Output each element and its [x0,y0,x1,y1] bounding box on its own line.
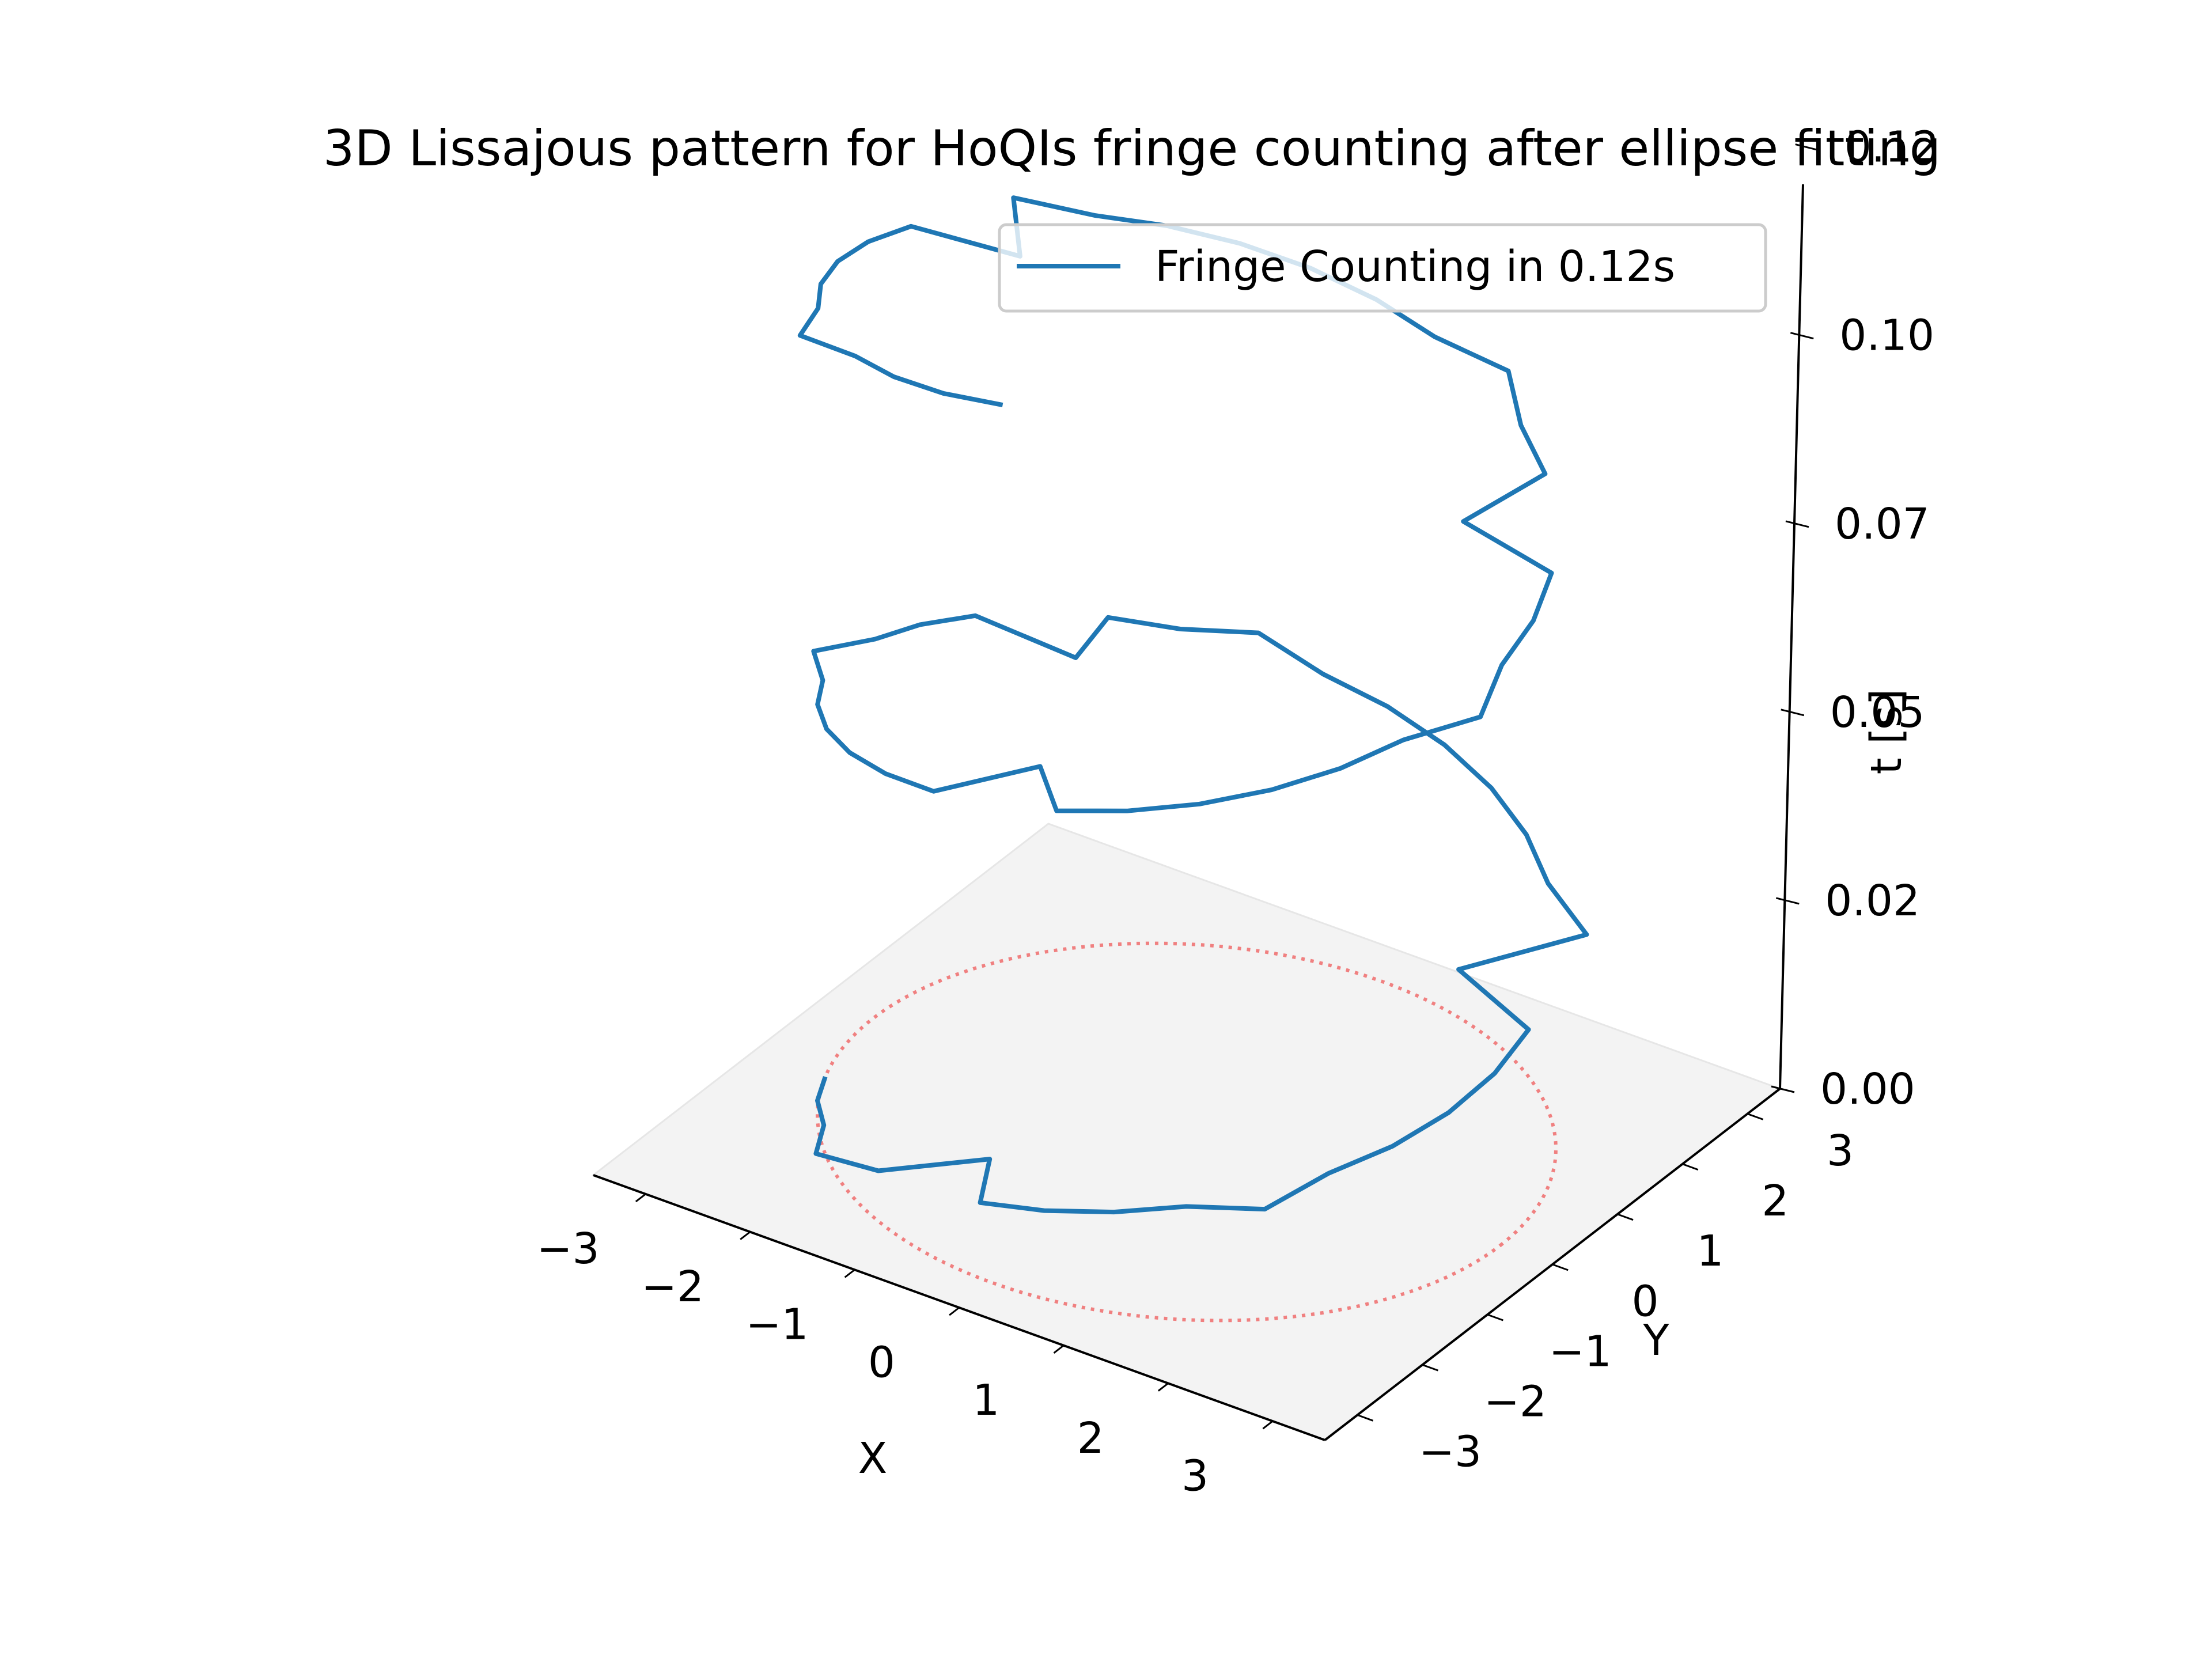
z-tick-mark [1790,332,1814,340]
axes-group [593,143,1819,1441]
x-tick-mark [949,1306,960,1316]
y-tick-mark [1552,1263,1569,1271]
legend-label-fringe-counting: Fringe Counting in 0.12s [1155,242,1675,291]
y-tick-label: −1 [1549,1327,1612,1376]
z-axis-label: t [s] [1862,689,1911,775]
z-tick-mark [1781,709,1805,717]
y-tick-mark [1617,1213,1634,1221]
z-tick-label: 0.00 [1820,1065,1915,1114]
x-tick-label: 1 [972,1376,999,1425]
x-tick-label: −3 [537,1224,600,1274]
x-tick-label: −2 [641,1262,704,1312]
y-axis-label: Y [1642,1316,1669,1365]
y-tick-mark [1422,1363,1439,1372]
fringe-counting-line [797,195,1589,1215]
x-tick-mark [635,1193,646,1203]
y-tick-label: 1 [1696,1226,1724,1276]
chart-title: 3D Lissajous pattern for HoQIs fringe co… [323,120,1941,177]
x-tick-mark [1053,1344,1065,1354]
y-tick-mark [1357,1414,1374,1422]
x-tick-mark [1157,1382,1169,1392]
x-axis-label: X [858,1434,888,1483]
x-tick-mark [740,1231,751,1240]
z-tick-label: 0.12 [1844,123,1940,172]
x-tick-label: 2 [1077,1414,1104,1463]
y-tick-label: 3 [1827,1126,1854,1176]
z-tick-label: 0.07 [1835,499,1930,549]
spiral-line-group [797,195,1589,1215]
y-tick-label: 0 [1632,1277,1659,1326]
x-tick-label: −1 [745,1300,808,1350]
projection-circle [815,941,1558,1323]
x-tick-mark [1262,1420,1274,1430]
x-tick-label: 0 [868,1338,895,1387]
y-tick-mark [1487,1313,1503,1321]
x-tick-label: 3 [1181,1452,1209,1501]
z-tick-mark [1775,897,1800,905]
legend-frame [998,223,1767,313]
z-tick-mark [1785,520,1809,528]
x-tick-mark [844,1269,855,1278]
z-tick-label: 0.10 [1839,311,1934,361]
z-tick-mark [1795,143,1819,151]
y-tick-mark [1682,1163,1699,1171]
legend: Fringe Counting in 0.12s [998,223,1767,313]
y-tick-mark [1747,1113,1764,1120]
y-tick-label: −2 [1484,1377,1547,1427]
z-tick-mark [1771,1085,1795,1093]
y-tick-label: −3 [1419,1427,1482,1477]
z-tick-label: 0.05 [1830,688,1925,737]
z-tick-label: 0.02 [1825,876,1920,926]
y-tick-label: 2 [1762,1176,1789,1226]
projection-circle-group [815,941,1558,1323]
